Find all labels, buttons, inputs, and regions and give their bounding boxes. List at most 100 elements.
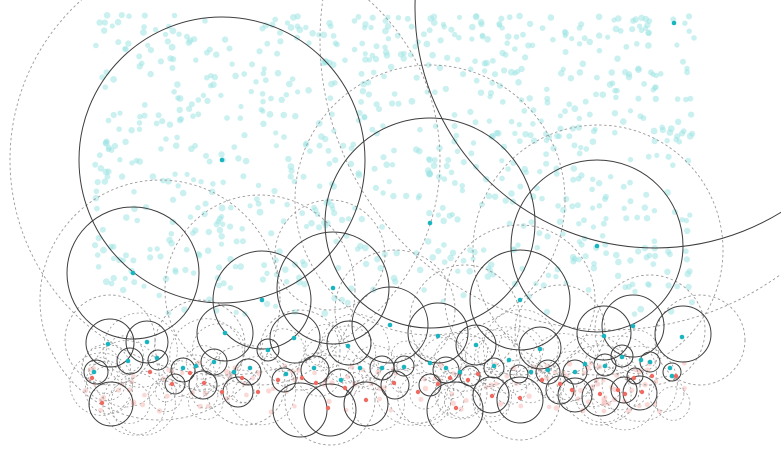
faint-point <box>266 111 274 118</box>
faint-point <box>622 284 629 291</box>
dashed-circle <box>9 0 441 376</box>
faint-red-point <box>180 370 185 376</box>
faint-point <box>114 18 122 26</box>
faint-point <box>498 15 505 22</box>
faint-point <box>96 19 103 26</box>
faint-point <box>404 15 411 22</box>
faint-point <box>416 193 423 199</box>
faint-point <box>303 24 309 31</box>
faint-point <box>553 171 560 177</box>
faint-point <box>382 27 389 35</box>
faint-red-point <box>614 372 620 378</box>
dashed-circle <box>536 369 565 398</box>
faint-point <box>664 138 670 144</box>
teal-center-point <box>594 243 600 249</box>
faint-point <box>229 61 235 67</box>
solid-circle <box>326 320 372 366</box>
faint-point <box>646 282 652 288</box>
dashed-circle <box>654 294 746 386</box>
faint-point <box>451 123 458 129</box>
faint-point <box>576 41 583 47</box>
faint-point <box>569 36 575 42</box>
faint-point <box>555 203 561 209</box>
faint-red-point <box>282 363 288 369</box>
teal-center-point <box>125 358 131 364</box>
solid-circle <box>188 370 218 400</box>
solid-circle <box>85 318 135 368</box>
faint-point <box>650 127 658 135</box>
faint-point <box>295 89 301 95</box>
dashed-circle <box>434 366 488 420</box>
faint-point <box>361 113 368 120</box>
faint-point <box>360 80 367 88</box>
faint-point <box>362 56 369 63</box>
teal-center-point <box>283 371 289 377</box>
faint-point <box>94 205 100 212</box>
faint-point <box>116 126 122 132</box>
dashed-circle <box>334 249 456 371</box>
faint-point <box>576 221 582 227</box>
faint-point <box>502 197 509 204</box>
red-point <box>453 405 459 411</box>
faint-point <box>651 208 658 214</box>
faint-point <box>109 23 115 29</box>
solid-circle <box>622 375 658 411</box>
faint-point <box>686 132 694 140</box>
faint-point <box>687 212 693 218</box>
faint-point <box>92 242 99 249</box>
faint-point <box>284 201 290 208</box>
teal-center-point <box>401 364 407 370</box>
dashed-circle <box>102 372 166 436</box>
faint-point <box>576 256 582 263</box>
faint-point <box>381 73 387 80</box>
faint-point <box>635 248 642 255</box>
red-point <box>489 393 495 399</box>
faint-point <box>611 110 619 117</box>
faint-point <box>182 266 189 273</box>
solid-circle <box>576 305 632 361</box>
faint-point <box>592 126 598 132</box>
faint-point <box>641 204 648 211</box>
faint-point <box>231 144 238 151</box>
faint-point <box>562 29 569 37</box>
faint-red-point <box>596 364 601 370</box>
faint-point <box>190 270 197 276</box>
dashed-circle <box>85 360 127 402</box>
faint-point <box>97 165 105 172</box>
faint-point <box>679 217 685 223</box>
faint-point <box>285 155 292 163</box>
faint-point <box>261 262 268 269</box>
faint-point <box>686 28 692 34</box>
solid-circle <box>164 373 186 395</box>
faint-point <box>239 226 245 232</box>
faint-point <box>627 198 634 205</box>
faint-point <box>430 162 438 170</box>
faint-point <box>101 27 108 34</box>
solid-circle <box>393 355 415 377</box>
faint-point <box>576 69 584 76</box>
faint-point <box>683 96 689 103</box>
faint-point <box>638 27 645 34</box>
faint-point <box>454 56 461 63</box>
faint-point <box>305 87 312 94</box>
faint-point <box>640 115 647 121</box>
faint-point <box>206 46 213 53</box>
faint-point <box>515 242 521 248</box>
faint-point <box>571 105 579 113</box>
dashed-circle <box>409 379 440 410</box>
faint-point <box>295 278 303 286</box>
faint-point <box>499 99 506 105</box>
faint-point <box>643 254 650 261</box>
dashed-circle <box>385 354 454 424</box>
faint-point <box>637 305 645 313</box>
faint-red-point <box>438 362 444 369</box>
teal-center-point <box>638 357 644 363</box>
faint-point <box>426 171 433 178</box>
faint-point <box>544 86 550 93</box>
faint-point <box>195 204 201 211</box>
faint-point <box>627 156 634 163</box>
faint-point <box>623 44 630 50</box>
teal-center-point <box>379 365 385 371</box>
dashed-circle <box>154 380 177 403</box>
